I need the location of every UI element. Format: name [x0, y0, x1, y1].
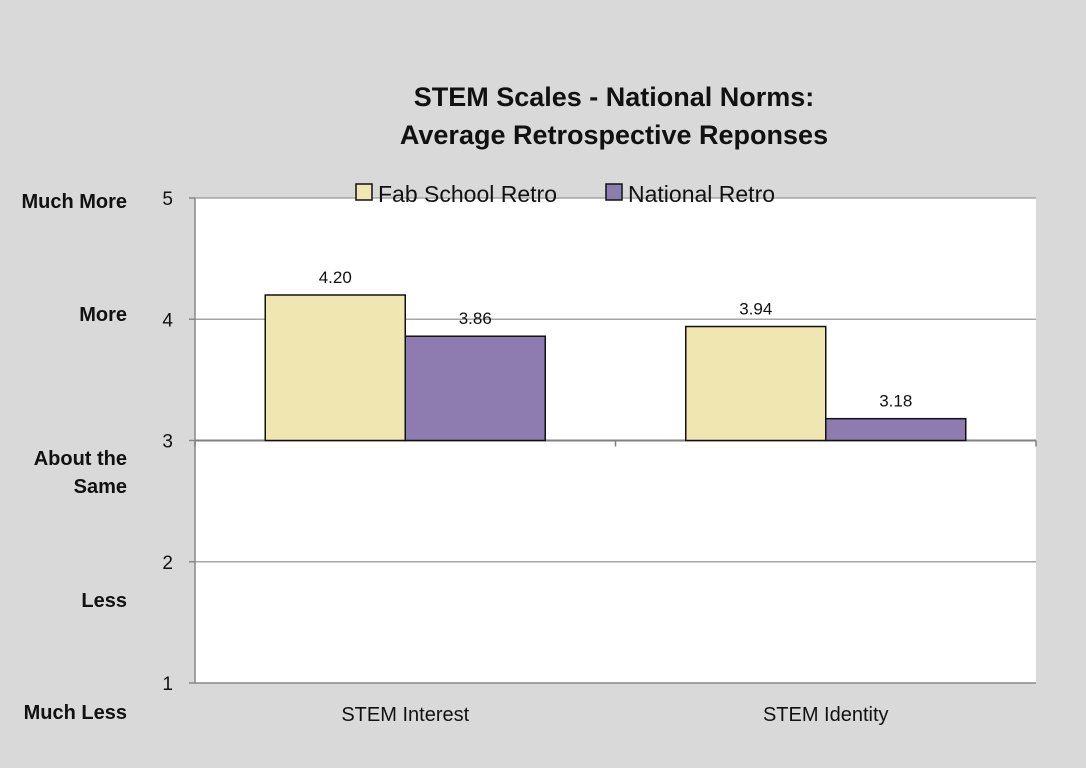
x-category-label: STEM Identity [763, 704, 889, 726]
chart-title-line: Average Retrospective Reponses [400, 120, 828, 150]
y-tick-label: 1 [162, 674, 173, 695]
bar [685, 325, 827, 442]
y-tick-label: 5 [162, 189, 173, 210]
legend-swatch [605, 183, 623, 201]
legend-swatch [355, 183, 373, 201]
scale-label: Less [81, 590, 127, 612]
bar [264, 294, 406, 442]
data-label: 3.18 [879, 392, 912, 411]
scale-label: More [79, 304, 127, 326]
scale-label: Much Less [24, 702, 127, 724]
scale-label: Much More [21, 191, 127, 213]
bar [404, 335, 546, 442]
data-label: 3.86 [459, 309, 492, 328]
y-tick-label: 2 [162, 553, 173, 574]
y-tick-label: 3 [162, 432, 173, 453]
y-tick-label: 4 [162, 310, 173, 331]
scale-label: Same [74, 476, 127, 498]
data-label: 3.94 [739, 300, 772, 319]
legend-label: National Retro [628, 181, 775, 207]
x-category-label: STEM Interest [341, 704, 469, 726]
bar [825, 417, 967, 442]
legend-label: Fab School Retro [378, 181, 557, 207]
data-label: 4.20 [319, 268, 352, 287]
scale-label: About the [34, 448, 127, 470]
chart-title-line: STEM Scales - National Norms: [414, 82, 815, 112]
